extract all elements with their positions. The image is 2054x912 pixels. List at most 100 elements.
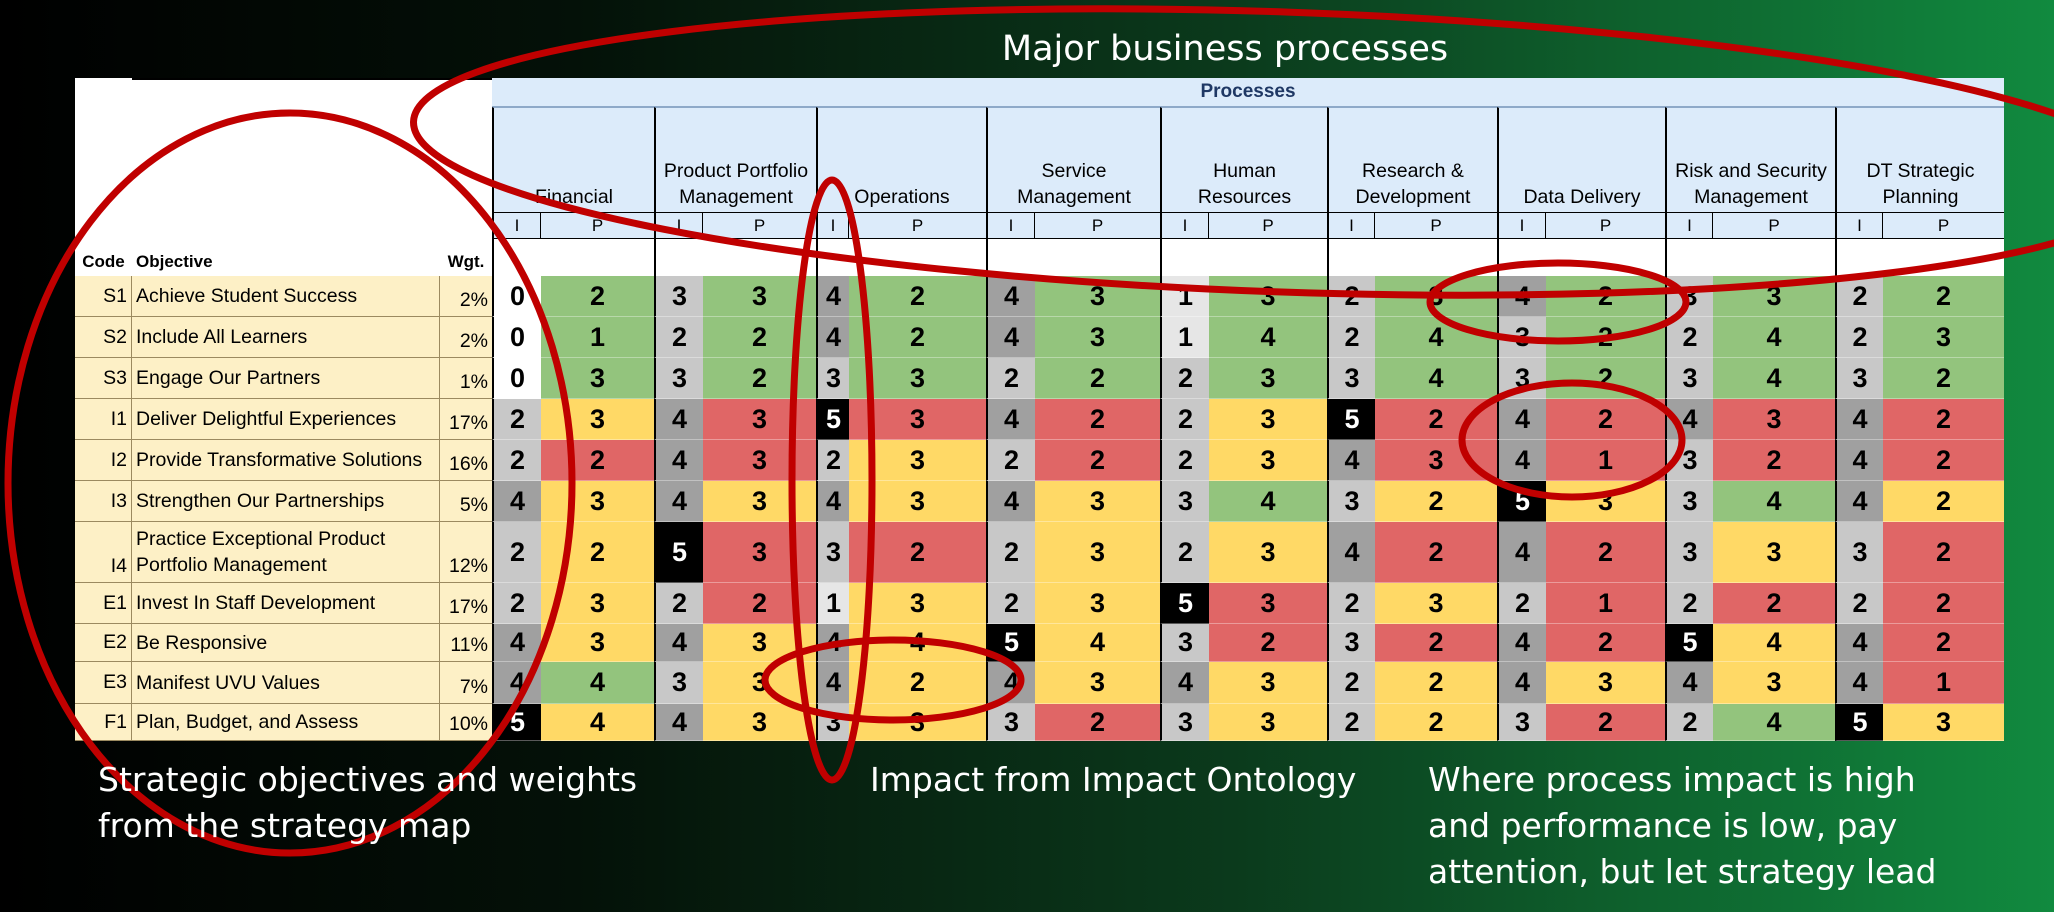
performance-value: 3: [1713, 662, 1835, 704]
impact-value: 3: [654, 276, 703, 317]
impact-value: 5: [816, 399, 849, 440]
performance-value: 2: [1713, 583, 1835, 624]
impact-value: 5: [1327, 399, 1375, 440]
impact-value: 3: [1665, 481, 1713, 522]
performance-value: 2: [703, 583, 816, 624]
performance-value: 4: [1209, 481, 1327, 522]
impact-value: 2: [1327, 276, 1375, 317]
impact-value: 3: [1327, 481, 1375, 522]
performance-value: 3: [1209, 522, 1327, 583]
impact-value: 1: [1160, 276, 1209, 317]
impact-value: 4: [654, 704, 703, 741]
impact-value: 3: [1665, 440, 1713, 481]
performance-value: 3: [1035, 481, 1160, 522]
performance-value: 3: [703, 276, 816, 317]
impact-value: 4: [1497, 440, 1546, 481]
header-spacer: [1160, 239, 1327, 276]
performance-value: 3: [1035, 662, 1160, 704]
impact-value: 5: [1835, 704, 1883, 741]
impact-value: 4: [1665, 662, 1713, 704]
impact-column-label: I: [1835, 212, 1883, 239]
objective-weight: 7%: [440, 662, 492, 704]
weight-column-header: Wgt.: [440, 239, 492, 276]
impact-column-label: I: [1160, 212, 1209, 239]
objective-weight: 12%: [440, 522, 492, 583]
impact-value: 4: [816, 317, 849, 358]
performance-value: 3: [1883, 317, 2004, 358]
impact-value: 4: [816, 624, 849, 662]
performance-value: 3: [1209, 440, 1327, 481]
impact-value: 4: [654, 440, 703, 481]
performance-value: 2: [1035, 399, 1160, 440]
objective-weight: 16%: [440, 440, 492, 481]
performance-column-label: P: [703, 212, 816, 239]
caption-pay-attention: Where process impact is high and perform…: [1428, 760, 1937, 891]
impact-value: 4: [1497, 662, 1546, 704]
performance-value: 3: [849, 704, 986, 741]
process-header: Financial: [492, 107, 654, 212]
impact-value: 2: [1835, 583, 1883, 624]
performance-value: 2: [849, 522, 986, 583]
objective-name: Practice Exceptional Product Portfolio M…: [132, 522, 440, 583]
impact-value: 2: [1327, 317, 1375, 358]
impact-value: 4: [986, 317, 1035, 358]
impact-value: 2: [1327, 662, 1375, 704]
impact-value: 3: [1497, 704, 1546, 741]
impact-value: 3: [1160, 624, 1209, 662]
performance-value: 2: [1883, 399, 2004, 440]
impact-value: 3: [816, 358, 849, 399]
performance-value: 3: [703, 481, 816, 522]
impact-value: 4: [1327, 522, 1375, 583]
impact-value: 0: [492, 317, 541, 358]
impact-value: 2: [1497, 583, 1546, 624]
performance-value: 3: [1209, 704, 1327, 741]
impact-value: 2: [1160, 522, 1209, 583]
performance-value: 2: [541, 522, 654, 583]
impact-value: 4: [816, 276, 849, 317]
impact-value: 3: [1497, 317, 1546, 358]
objective-code: I4: [75, 522, 132, 583]
impact-value: 3: [1327, 358, 1375, 399]
objective-weight: 2%: [440, 276, 492, 317]
performance-value: 3: [703, 399, 816, 440]
performance-value: 3: [1375, 583, 1497, 624]
performance-value: 3: [1035, 522, 1160, 583]
impact-value: 3: [1665, 358, 1713, 399]
header-spacer: [1835, 239, 2004, 276]
impact-value: 4: [1835, 481, 1883, 522]
impact-value: 2: [654, 583, 703, 624]
impact-value: 3: [816, 522, 849, 583]
performance-value: 2: [1883, 440, 2004, 481]
impact-value: 2: [492, 440, 541, 481]
performance-value: 3: [1713, 276, 1835, 317]
impact-value: 5: [1160, 583, 1209, 624]
impact-value: 3: [1497, 358, 1546, 399]
performance-value: 3: [1375, 276, 1497, 317]
performance-value: 2: [1883, 276, 2004, 317]
performance-value: 2: [1375, 399, 1497, 440]
performance-value: 3: [849, 358, 986, 399]
objective-name: Plan, Budget, and Assess: [132, 704, 440, 741]
impact-value: 3: [1160, 704, 1209, 741]
performance-value: 3: [703, 522, 816, 583]
code-column-header: Code: [75, 239, 132, 276]
impact-value: 5: [654, 522, 703, 583]
header-spacer: [986, 239, 1160, 276]
performance-value: 3: [1883, 704, 2004, 741]
impact-value: 4: [492, 662, 541, 704]
impact-value: 4: [654, 399, 703, 440]
impact-value: 3: [1665, 522, 1713, 583]
performance-value: 2: [1546, 522, 1665, 583]
impact-value: 3: [986, 704, 1035, 741]
impact-value: 2: [816, 440, 849, 481]
performance-value: 3: [849, 440, 986, 481]
impact-value: 4: [654, 624, 703, 662]
performance-value: 3: [541, 624, 654, 662]
objective-weight: 10%: [440, 704, 492, 741]
impact-value: 2: [1665, 704, 1713, 741]
objective-weight: 5%: [440, 481, 492, 522]
impact-value: 2: [492, 522, 541, 583]
impact-column-label: I: [1327, 212, 1375, 239]
performance-value: 2: [1375, 704, 1497, 741]
impact-value: 2: [986, 358, 1035, 399]
